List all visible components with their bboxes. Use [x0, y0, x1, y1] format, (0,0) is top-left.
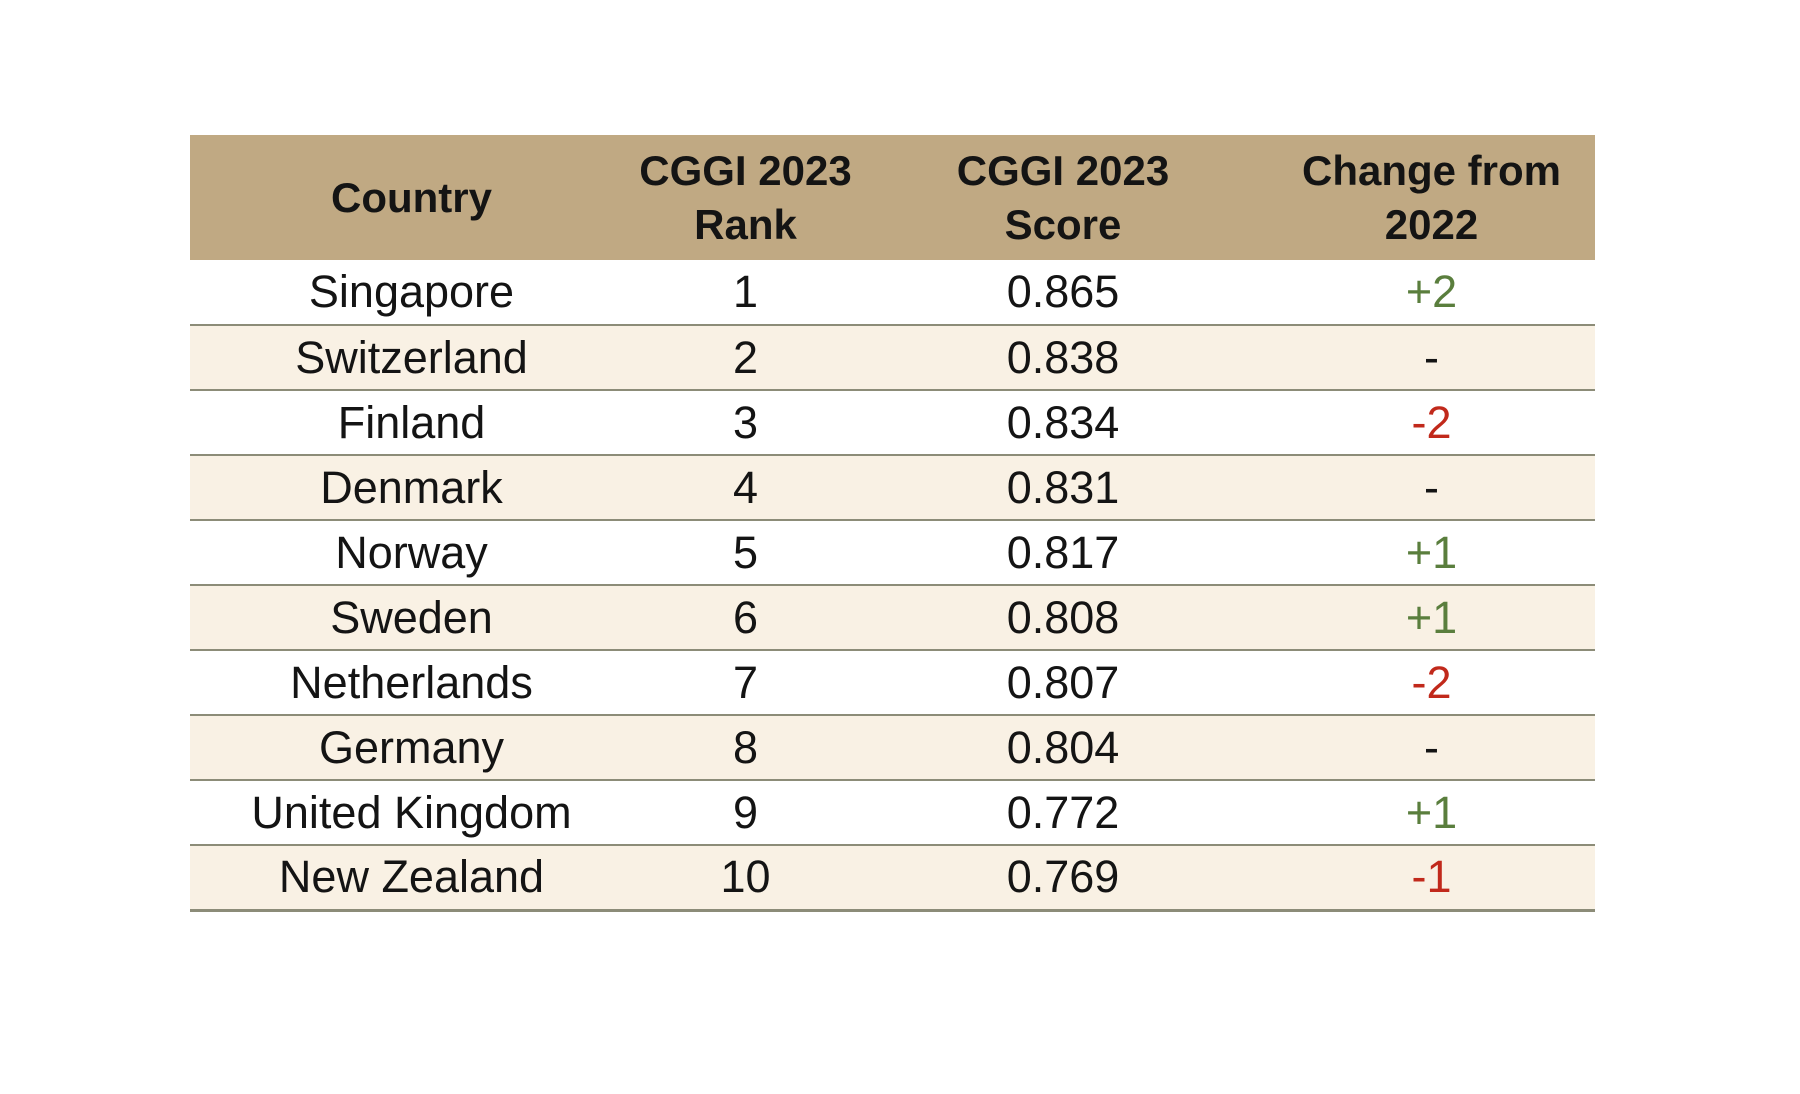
- score-cell: 0.831: [1006, 461, 1120, 513]
- change-cell: -2: [1411, 656, 1452, 708]
- table-body: Singapore 1 0.865 +2 Switzerland 2 0.838…: [190, 260, 1595, 910]
- change-cell: -: [1424, 721, 1439, 773]
- rank-cell: 8: [732, 721, 759, 773]
- score-cell: 0.807: [1006, 656, 1120, 708]
- change-cell: +1: [1405, 786, 1458, 838]
- change-cell: -: [1424, 461, 1439, 513]
- country-cell: Denmark: [320, 461, 503, 513]
- score-cell: 0.769: [1006, 851, 1120, 903]
- table-row: Germany 8 0.804 -: [190, 715, 1595, 780]
- header-country: Country: [190, 135, 633, 260]
- country-cell: Sweden: [330, 591, 493, 643]
- score-cell: 0.834: [1006, 396, 1120, 448]
- rank-cell: 2: [732, 331, 759, 383]
- header-row: Country CGGI 2023 Rank CGGI 2023 Score C…: [190, 135, 1595, 260]
- change-cell: +1: [1405, 526, 1458, 578]
- rank-cell: 9: [732, 786, 759, 838]
- table-row: Finland 3 0.834 -2: [190, 390, 1595, 455]
- table-row: Norway 5 0.817 +1: [190, 520, 1595, 585]
- table-header: Country CGGI 2023 Rank CGGI 2023 Score C…: [190, 135, 1595, 260]
- table-row: Denmark 4 0.831 -: [190, 455, 1595, 520]
- header-rank: CGGI 2023 Rank: [633, 135, 858, 260]
- score-cell: 0.808: [1006, 591, 1120, 643]
- table-row: Singapore 1 0.865 +2: [190, 260, 1595, 325]
- country-cell: Norway: [335, 526, 488, 578]
- cggi-ranking-table: Country CGGI 2023 Rank CGGI 2023 Score C…: [190, 135, 1595, 912]
- country-cell: Germany: [318, 721, 505, 773]
- score-cell: 0.772: [1006, 786, 1120, 838]
- change-cell: -2: [1411, 396, 1452, 448]
- header-score: CGGI 2023 Score: [858, 135, 1268, 260]
- score-cell: 0.838: [1006, 331, 1120, 383]
- rank-cell: 10: [720, 851, 771, 903]
- country-cell: Finland: [337, 396, 486, 448]
- rank-cell: 1: [732, 266, 759, 317]
- table-row: Netherlands 7 0.807 -2: [190, 650, 1595, 715]
- country-cell: Singapore: [308, 266, 515, 317]
- change-cell: -1: [1411, 851, 1452, 903]
- rank-cell: 5: [732, 526, 759, 578]
- table-row: Sweden 6 0.808 +1: [190, 585, 1595, 650]
- score-cell: 0.865: [1006, 266, 1120, 317]
- table-row: United Kingdom 9 0.772 +1: [190, 780, 1595, 845]
- rank-cell: 6: [732, 591, 759, 643]
- rank-cell: 4: [732, 461, 759, 513]
- table-row: Switzerland 2 0.838 -: [190, 325, 1595, 390]
- table-row: New Zealand 10 0.769 -1: [190, 845, 1595, 910]
- country-cell: Netherlands: [290, 656, 533, 708]
- header-change: Change from 2022: [1268, 135, 1595, 260]
- change-cell: -: [1424, 331, 1439, 383]
- score-cell: 0.804: [1006, 721, 1120, 773]
- score-cell: 0.817: [1006, 526, 1120, 578]
- rank-cell: 7: [732, 656, 759, 708]
- country-cell: New Zealand: [278, 851, 545, 903]
- country-cell: United Kingdom: [251, 786, 572, 838]
- country-cell: Switzerland: [295, 331, 528, 383]
- change-cell: +2: [1405, 266, 1458, 317]
- rank-cell: 3: [732, 396, 759, 448]
- change-cell: +1: [1405, 591, 1458, 643]
